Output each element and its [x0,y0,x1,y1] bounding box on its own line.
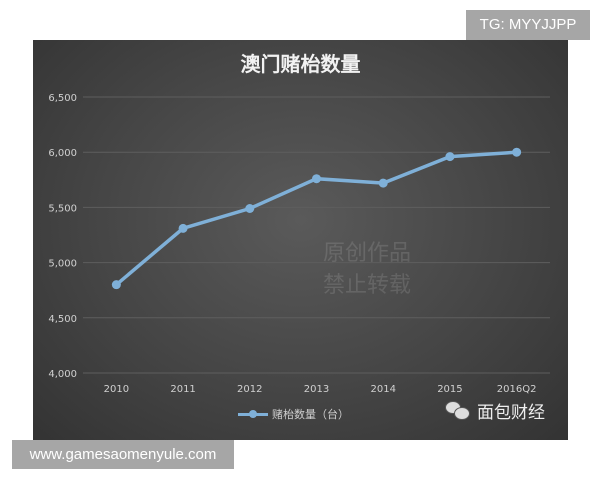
line-chart: 4,000 4,500 5,000 5,500 6,000 6,500 2010 2011 20… [48,93,550,395]
brand-name: 面包财经 [477,403,545,423]
legend-swatch [238,409,268,418]
y-tick-label: 6,000 [48,148,77,159]
chart-title: 澳门赌枱数量 [240,52,361,76]
data-point [178,223,188,233]
legend-label: 赌枱数量（台） [272,408,349,421]
y-tick-label: 5,000 [48,259,77,270]
data-point [378,178,388,188]
data-point [512,147,522,157]
wechat-icon [445,400,471,421]
tg-badge: TG: MYYJJPP [466,10,590,40]
data-point [111,280,121,290]
watermark-line1: 原创作品 [323,241,412,266]
x-tick-label: 2016Q2 [497,384,537,395]
y-tick-label: 4,000 [48,369,77,380]
watermark: 原创作品 禁止转载 [183,170,411,299]
site-badge: www.gamesaomenyule.com [12,440,234,469]
data-point [445,152,455,162]
x-tick-label: 2015 [437,384,462,395]
y-tick-label: 6,500 [48,93,77,104]
brand: 面包财经 [445,398,545,423]
watermark-line2: 禁止转载 [323,273,412,298]
chart-panel: 澳门赌枱数量 原创作品 禁止转载 4,000 4,500 5,000 5,500 6,0… [33,40,568,440]
x-tick-label: 2013 [304,384,329,395]
x-tick-label: 2012 [237,384,262,395]
x-tick-label: 2011 [170,384,195,395]
y-tick-label: 4,500 [48,314,77,325]
legend: 赌枱数量（台） [238,406,349,422]
x-tick-label: 2014 [370,384,395,395]
data-point [312,174,321,184]
x-tick-label: 2010 [104,384,129,395]
series-line [115,150,517,287]
y-tick-label: 5,500 [48,203,77,214]
data-point [245,204,255,214]
